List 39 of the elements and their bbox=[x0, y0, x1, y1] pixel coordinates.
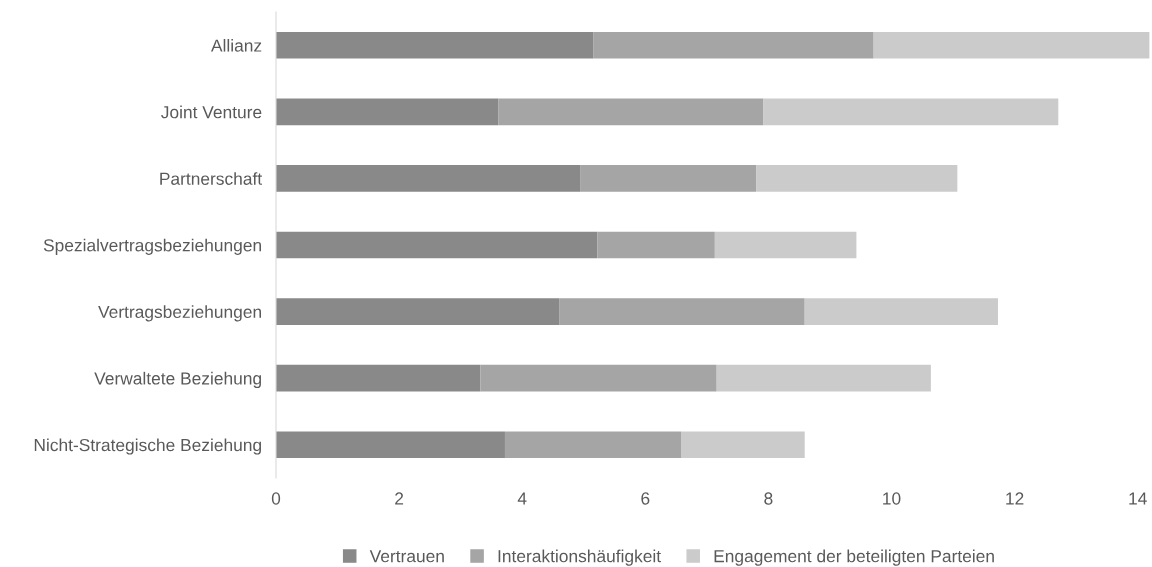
bar bbox=[763, 98, 1059, 126]
y-tick-label: Verwaltete Beziehung bbox=[94, 371, 261, 389]
bar bbox=[597, 231, 715, 259]
y-tick-label: Partnerschaft bbox=[160, 172, 262, 185]
bar bbox=[559, 298, 805, 325]
bar bbox=[276, 98, 499, 126]
bar bbox=[593, 31, 874, 59]
bar bbox=[873, 31, 1150, 59]
bar bbox=[276, 231, 598, 259]
x-tick-label: 2 bbox=[395, 492, 404, 505]
x-tick-label: 6 bbox=[641, 492, 650, 505]
x-tick-label: 8 bbox=[764, 492, 773, 505]
y-tick-label: Allianz bbox=[211, 39, 262, 52]
x-tick-label: 10 bbox=[883, 492, 901, 505]
x-tick-label: 14 bbox=[1129, 492, 1147, 505]
bar bbox=[276, 298, 560, 325]
bar bbox=[276, 31, 594, 59]
y-tick-label: Nicht-Strategische Beziehung bbox=[34, 438, 261, 455]
x-tick-label: 0 bbox=[271, 492, 281, 505]
legend-label: Interaktionshäufigkeit bbox=[498, 549, 661, 566]
bar bbox=[504, 431, 681, 459]
bar bbox=[716, 364, 931, 392]
bar bbox=[756, 165, 958, 192]
bar bbox=[804, 298, 998, 325]
bar bbox=[498, 98, 764, 126]
bar bbox=[480, 364, 717, 392]
bar bbox=[276, 364, 481, 392]
y-tick-label: Spezialvertragsbeziehungen bbox=[43, 238, 261, 255]
bar bbox=[714, 231, 857, 259]
bar bbox=[276, 165, 581, 192]
x-tick-label: 12 bbox=[1006, 492, 1024, 505]
x-tick-label: 4 bbox=[517, 492, 527, 505]
legend-label: Vertrauen bbox=[369, 550, 444, 563]
bar bbox=[680, 431, 805, 459]
legend-label: Engagement der beteiligten Parteien bbox=[714, 549, 994, 566]
bar bbox=[276, 431, 505, 459]
y-tick-label: Vertragsbeziehungen bbox=[98, 305, 261, 322]
y-tick-label: Joint Venture bbox=[161, 105, 262, 119]
bar bbox=[580, 165, 757, 192]
